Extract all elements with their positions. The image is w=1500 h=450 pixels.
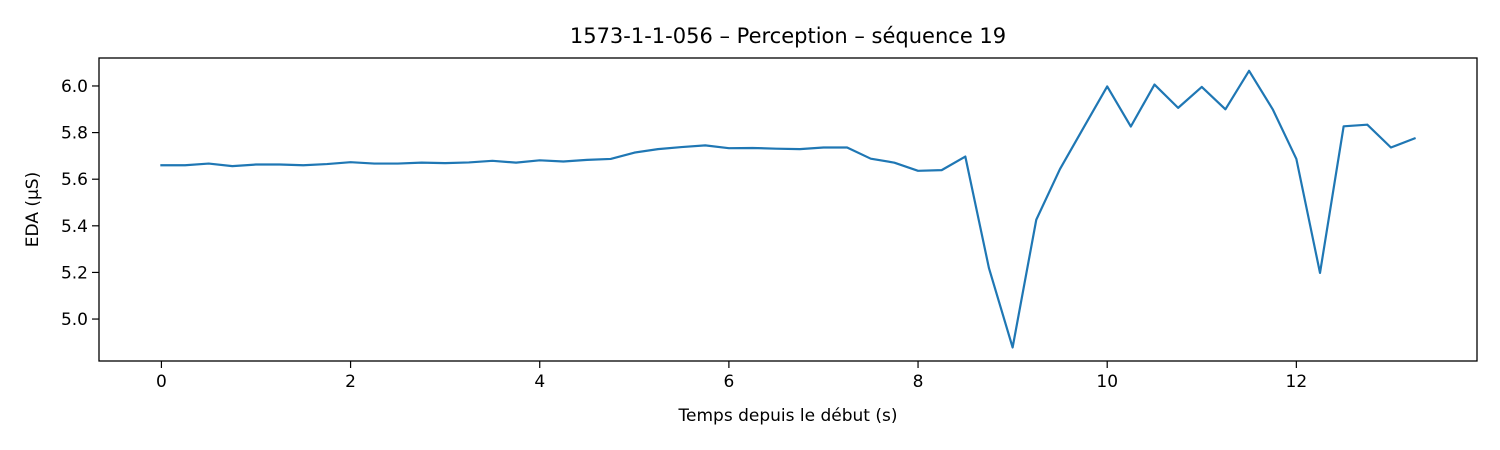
y-tick-label: 5.6 — [61, 170, 88, 190]
y-tick-label: 5.2 — [61, 263, 88, 283]
ticks-layer: 0 2 4 6 8 10 12 5.0 5.2 5.4 5.6 5.8 6.0 — [61, 77, 1307, 392]
y-tick-label: 5.4 — [61, 217, 88, 237]
series-layer — [160, 69, 1417, 349]
x-axis-label: Temps depuis le début (s) — [678, 406, 898, 426]
x-tick-label: 4 — [534, 372, 545, 392]
eda-series-line — [160, 69, 1417, 349]
chart-title: 1573-1-1-056 – Perception – séquence 19 — [570, 24, 1006, 48]
y-tick-label: 6.0 — [61, 77, 88, 97]
y-axis-label: EDA (µS) — [23, 172, 43, 247]
x-tick-label: 8 — [913, 372, 924, 392]
y-tick-label: 5.0 — [61, 310, 88, 330]
x-tick-label: 10 — [1096, 372, 1118, 392]
plot-frame — [98, 57, 1478, 362]
x-tick-label: 0 — [156, 372, 167, 392]
x-tick-label: 12 — [1286, 372, 1308, 392]
y-tick-label: 5.8 — [61, 124, 88, 144]
x-tick-label: 6 — [723, 372, 734, 392]
x-tick-label: 2 — [345, 372, 356, 392]
